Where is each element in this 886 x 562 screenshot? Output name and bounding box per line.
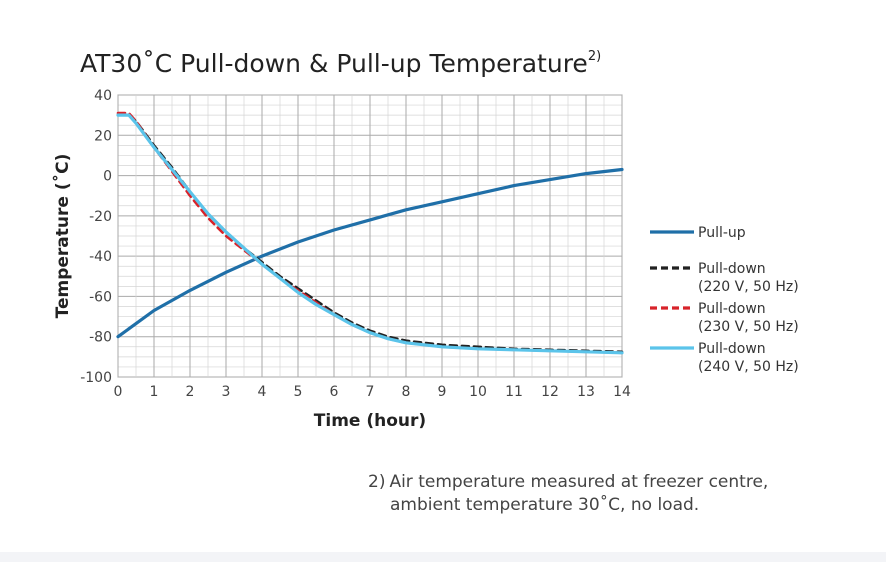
footnote: 2) Air temperature measured at freezer ce… — [368, 472, 768, 492]
title-superscript: 2) — [588, 49, 601, 64]
x-tick-label: 14 — [613, 384, 631, 400]
legend-sublabel-2: (230 V, 50 Hz) — [698, 319, 799, 335]
legend-label-2: Pull-down — [698, 301, 766, 317]
legend: Pull-up Pull-down (220 V, 50 Hz) Pull-down (… — [650, 225, 799, 375]
x-tick-label: 8 — [402, 384, 411, 400]
x-tick-label: 3 — [222, 384, 231, 400]
footnote-marker: 2) — [368, 472, 385, 492]
series-line-3 — [116, 113, 624, 355]
legend-label-3: Pull-down — [698, 341, 766, 357]
x-tick-label: 10 — [469, 384, 487, 400]
y-tick-label: 40 — [94, 88, 112, 104]
x-tick-label: 5 — [294, 384, 303, 400]
series-line-0 — [116, 167, 624, 339]
y-tick-label: -20 — [89, 209, 112, 225]
legend-sublabel-3: (240 V, 50 Hz) — [698, 359, 799, 375]
x-tick-label: 12 — [541, 384, 559, 400]
legend-label-0: Pull-up — [698, 225, 746, 241]
x-tick-label: 11 — [505, 384, 523, 400]
x-tick-label: 13 — [577, 384, 595, 400]
legend-label-1: Pull-down — [698, 261, 766, 277]
y-tick-label: 0 — [103, 169, 112, 185]
y-tick-label: 20 — [94, 128, 112, 144]
x-tick-label: 9 — [438, 384, 447, 400]
x-tick-label: 2 — [186, 384, 195, 400]
y-axis-label: Temperature (˚C) — [51, 154, 73, 319]
y-tick-label: -40 — [89, 249, 112, 265]
chart-title: AT30˚C Pull-down & Pull-up Temperature2) — [80, 49, 601, 78]
y-tick-label: -80 — [89, 330, 112, 346]
x-axis-label: Time (hour) — [314, 411, 426, 431]
x-tick-label: 1 — [150, 384, 159, 400]
legend-sublabel-1: (220 V, 50 Hz) — [698, 279, 799, 295]
footnote-line1: Air temperature measured at freezer cent… — [389, 472, 768, 492]
x-tick-label: 6 — [330, 384, 339, 400]
page-footer-strip — [0, 552, 886, 562]
y-tick-label: -100 — [80, 370, 112, 386]
x-tick-label: 4 — [258, 384, 267, 400]
y-tick-label: -60 — [89, 289, 112, 305]
x-tick-label: 0 — [114, 384, 123, 400]
x-tick-label: 7 — [366, 384, 375, 400]
footnote-line2: ambient temperature 30˚C, no load. — [390, 494, 699, 515]
